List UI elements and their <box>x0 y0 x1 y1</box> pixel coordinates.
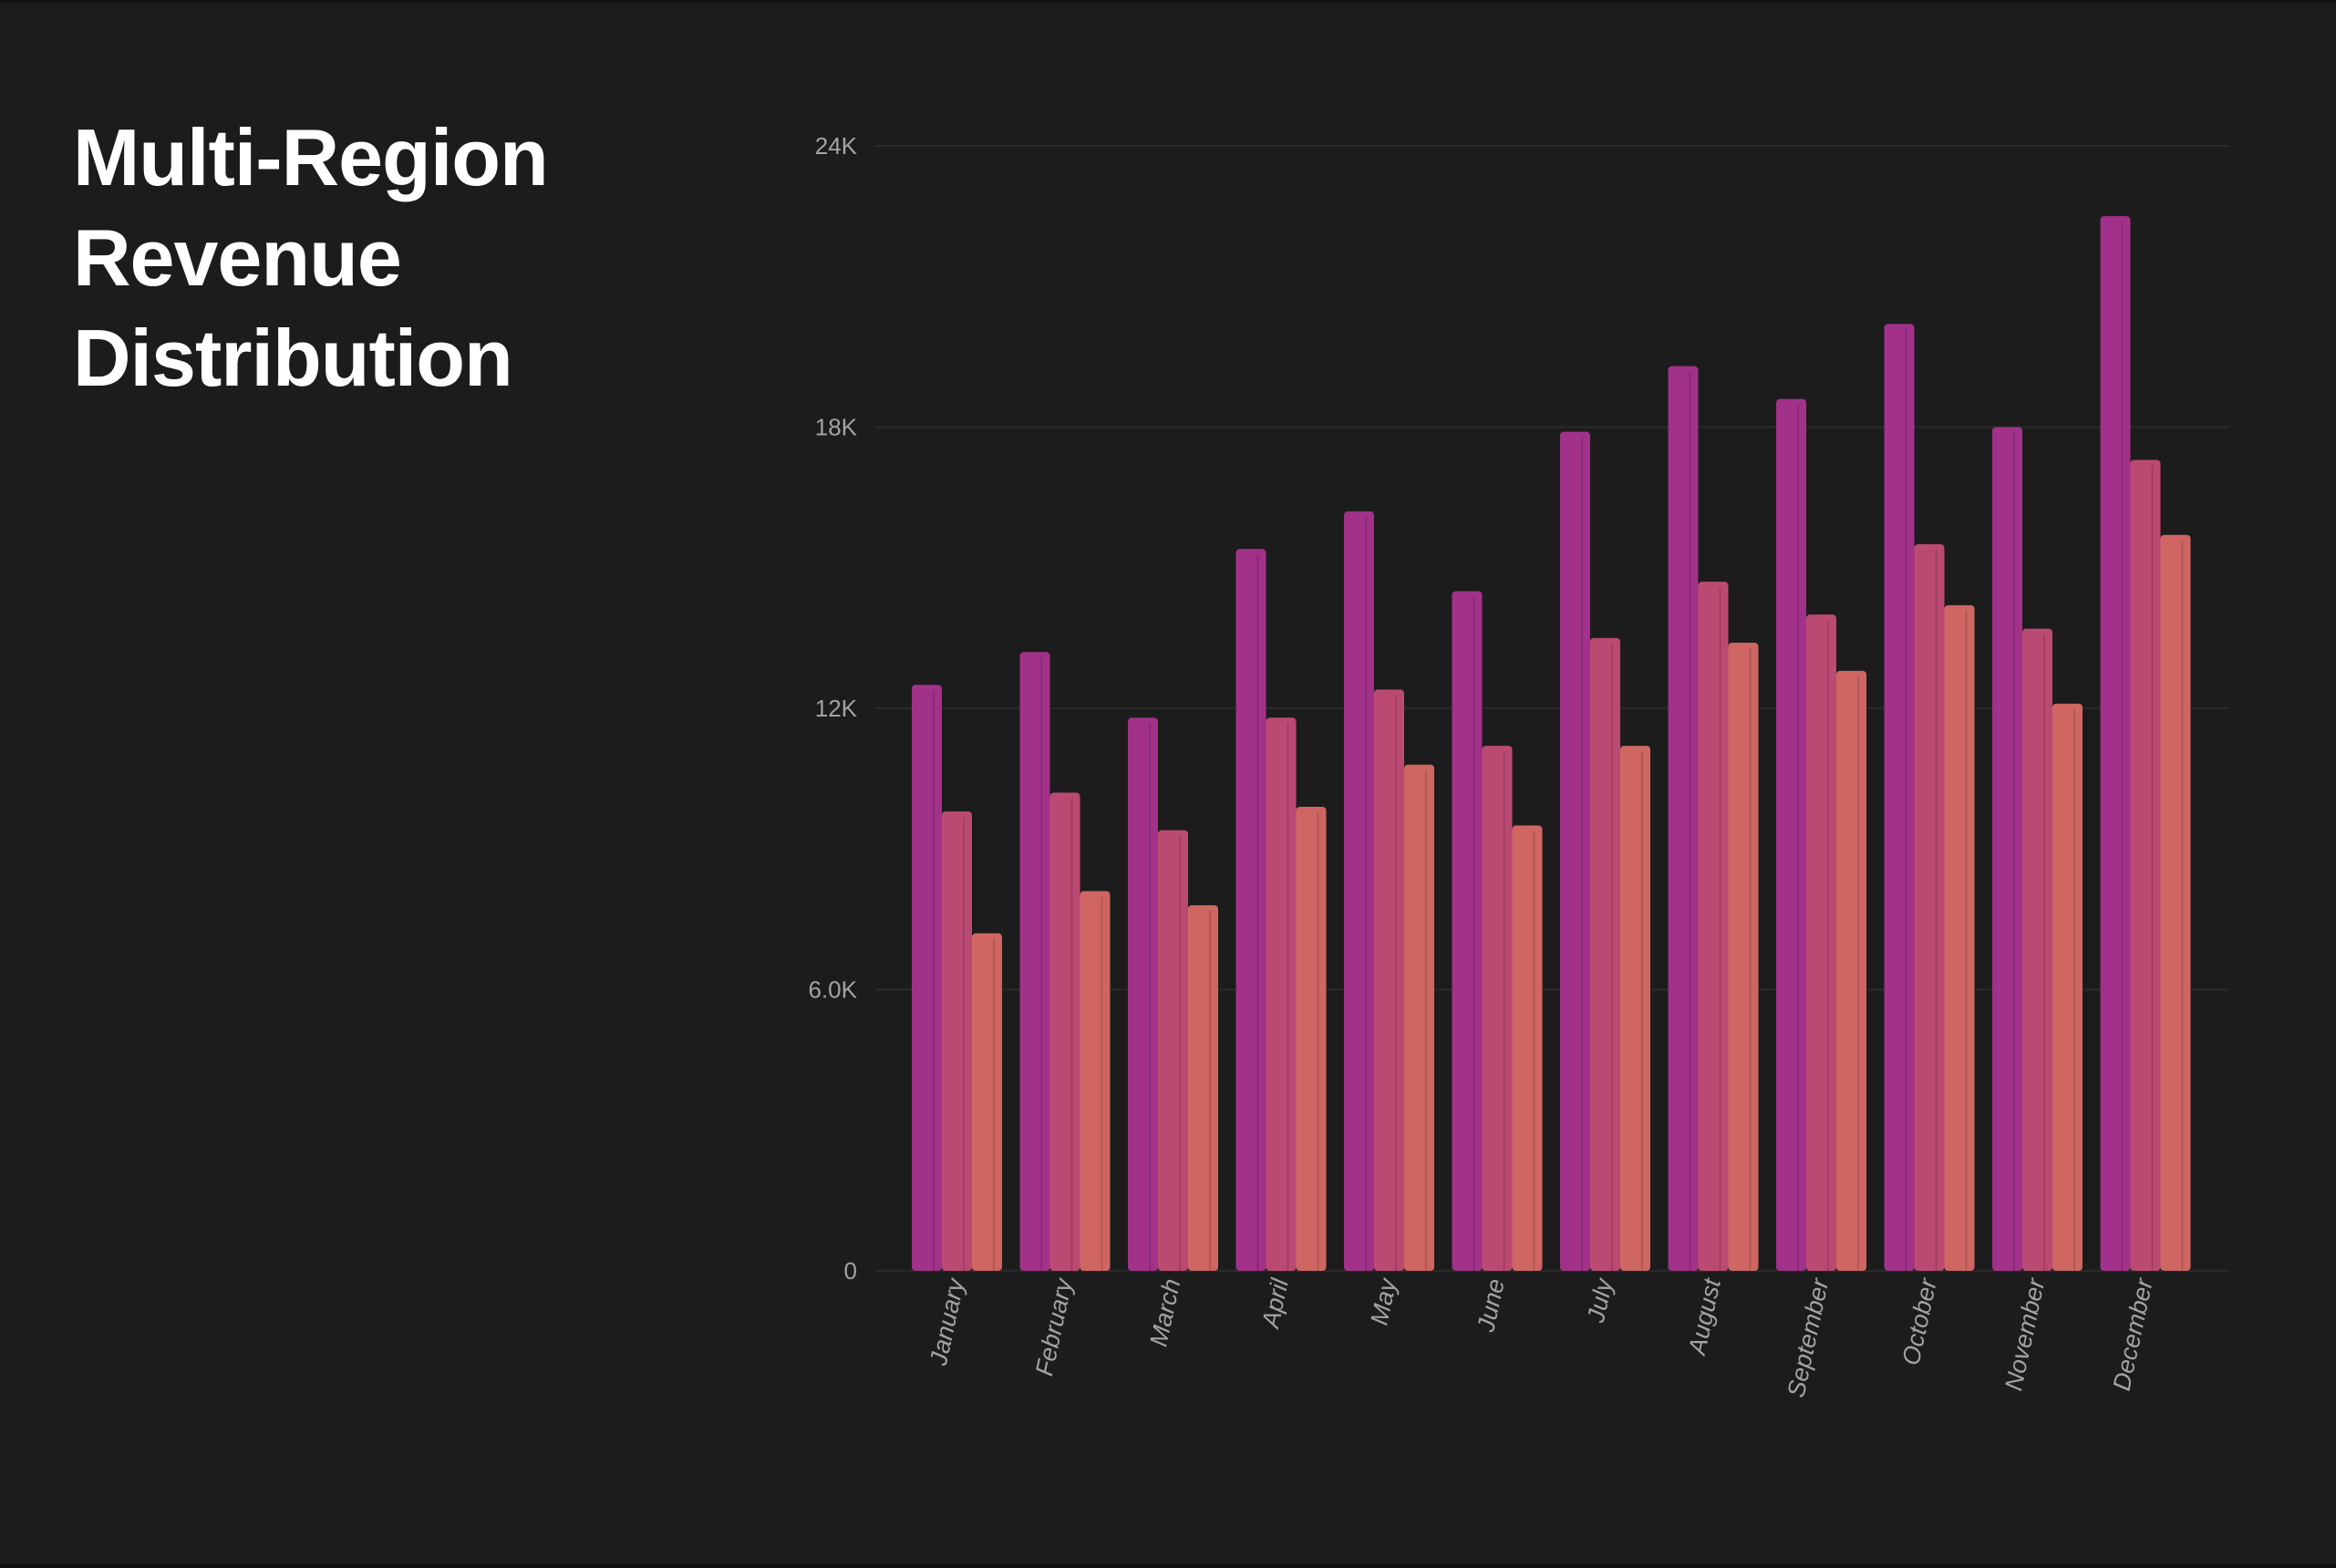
bar <box>1944 604 1975 1271</box>
y-tick-label: 12K <box>815 695 858 722</box>
x-tick-label: June <box>1472 1276 1510 1335</box>
x-tick-label: February <box>1030 1275 1078 1378</box>
bar-group <box>2100 216 2191 1271</box>
bar <box>1374 689 1404 1271</box>
bar <box>1698 582 1729 1271</box>
bar-group <box>1235 549 1327 1271</box>
bar-groups <box>912 216 2191 1272</box>
bar <box>1836 670 1866 1271</box>
bar <box>1884 324 1915 1272</box>
x-tick-label: August <box>1683 1275 1727 1359</box>
bar <box>1080 891 1111 1271</box>
bar-group <box>1344 511 1434 1271</box>
title-line-1: Multi-Region <box>73 112 549 202</box>
bar <box>1266 717 1297 1271</box>
bar <box>1404 764 1434 1271</box>
bar <box>1049 792 1080 1271</box>
bar <box>1296 806 1327 1271</box>
x-tick-label: March <box>1144 1276 1185 1349</box>
bar <box>942 811 972 1271</box>
x-axis: January February March April May June July Augu… <box>925 1275 2158 1400</box>
x-tick-label: November <box>2000 1275 2050 1393</box>
bar-group <box>912 685 1002 1271</box>
bar <box>912 685 942 1271</box>
y-tick-label: 18K <box>815 414 858 441</box>
bar <box>1019 652 1050 1271</box>
chart-title: Multi-Region Revenue Distribution <box>73 108 656 408</box>
bar <box>1668 366 1699 1271</box>
bar <box>2100 216 2131 1271</box>
x-tick-label: July <box>1582 1275 1618 1326</box>
bar <box>2022 628 2052 1271</box>
x-tick-label: January <box>925 1275 970 1369</box>
y-tick-label: 24K <box>815 132 858 160</box>
bar <box>2130 459 2161 1271</box>
bar-group <box>1668 366 1759 1271</box>
bar <box>1914 544 1945 1271</box>
bar-group <box>1992 427 2083 1271</box>
bar-group <box>1776 398 1866 1271</box>
bar-group <box>1128 717 1218 1271</box>
bar <box>1992 427 2022 1271</box>
bar <box>1452 591 1483 1271</box>
bar <box>1128 717 1158 1271</box>
bar-group <box>1452 591 1543 1271</box>
y-tick-label: 0 <box>844 1257 857 1284</box>
x-tick-label: May <box>1365 1275 1401 1328</box>
x-tick-label: September <box>1783 1275 1835 1399</box>
bar <box>1188 904 1218 1271</box>
bar-group <box>1019 652 1111 1271</box>
bar-group <box>1560 431 1650 1271</box>
bar <box>1806 614 1836 1271</box>
x-tick-label: October <box>1897 1275 1943 1367</box>
y-axis: 0 6.0K 12K 18K 24K <box>809 132 858 1284</box>
bar <box>1620 746 1650 1271</box>
title-line-2: Revenue <box>73 212 402 303</box>
bar <box>1560 431 1590 1271</box>
x-tick-label: December <box>2108 1275 2158 1393</box>
bar <box>972 933 1002 1271</box>
bar <box>1158 830 1188 1271</box>
bar <box>2052 703 2083 1271</box>
bar-group <box>1884 324 1975 1272</box>
bar <box>1512 825 1543 1271</box>
bar <box>1344 511 1374 1271</box>
bar <box>1235 549 1266 1271</box>
y-tick-label: 6.0K <box>809 976 858 1004</box>
bar <box>1728 643 1759 1271</box>
bar <box>1776 398 1806 1271</box>
title-line-3: Distribution <box>73 313 513 403</box>
x-tick-label: April <box>1256 1275 1294 1332</box>
bar <box>1482 746 1513 1271</box>
bar <box>2160 534 2191 1271</box>
bar <box>1590 637 1620 1271</box>
